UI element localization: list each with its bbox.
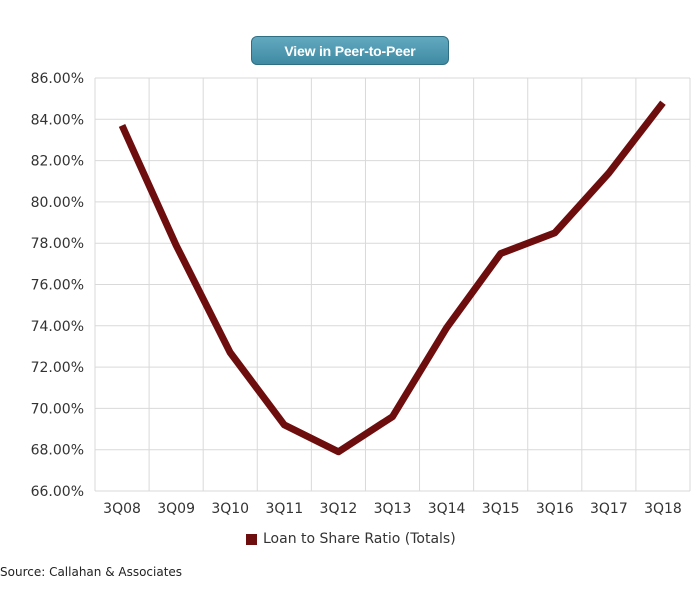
y-tick-label: 82.00%: [31, 154, 84, 170]
y-tick-label: 76.00%: [31, 278, 84, 294]
y-tick-label: 72.00%: [31, 360, 84, 376]
legend-label: Loan to Share Ratio (Totals): [263, 531, 456, 547]
x-tick-label: 3Q13: [374, 501, 412, 517]
x-tick-label: 3Q12: [320, 501, 358, 517]
view-peer-to-peer-button[interactable]: View in Peer-to-Peer: [251, 36, 449, 65]
y-tick-label: 80.00%: [31, 195, 84, 211]
x-tick-label: 3Q11: [265, 501, 303, 517]
x-axis-tick-labels: 3Q08 3Q09 3Q10 3Q11 3Q12 3Q13 3Q14 3Q15 3Q16 3Q17…: [103, 501, 682, 517]
x-tick-label: 3Q15: [482, 501, 520, 517]
source-note: Source: Callahan & Associates: [0, 565, 183, 579]
y-tick-label: 68.00%: [31, 443, 84, 459]
x-tick-label: 3Q16: [536, 501, 574, 517]
y-tick-label: 70.00%: [31, 401, 84, 417]
y-axis-tick-labels: 66.00% 68.00% 70.00% 72.00% 74.00% 76.00% 78.0…: [31, 71, 84, 500]
y-tick-label: 86.00%: [31, 71, 84, 87]
y-tick-label: 84.00%: [31, 112, 84, 128]
legend-swatch: [246, 533, 257, 545]
x-tick-label: 3Q08: [103, 501, 141, 517]
series-group: [118, 100, 666, 456]
x-tick-label: 3Q09: [157, 501, 195, 517]
x-tick-label: 3Q14: [428, 501, 466, 517]
y-tick-label: 78.00%: [31, 236, 84, 252]
x-tick-label: 3Q10: [211, 501, 249, 517]
chart-grid: [94, 77, 691, 492]
x-tick-label: 3Q18: [644, 501, 682, 517]
chart-legend: Loan to Share Ratio (Totals): [246, 531, 456, 547]
y-tick-label: 66.00%: [31, 484, 84, 500]
x-tick-label: 3Q17: [590, 501, 628, 517]
y-tick-label: 74.00%: [31, 319, 84, 335]
